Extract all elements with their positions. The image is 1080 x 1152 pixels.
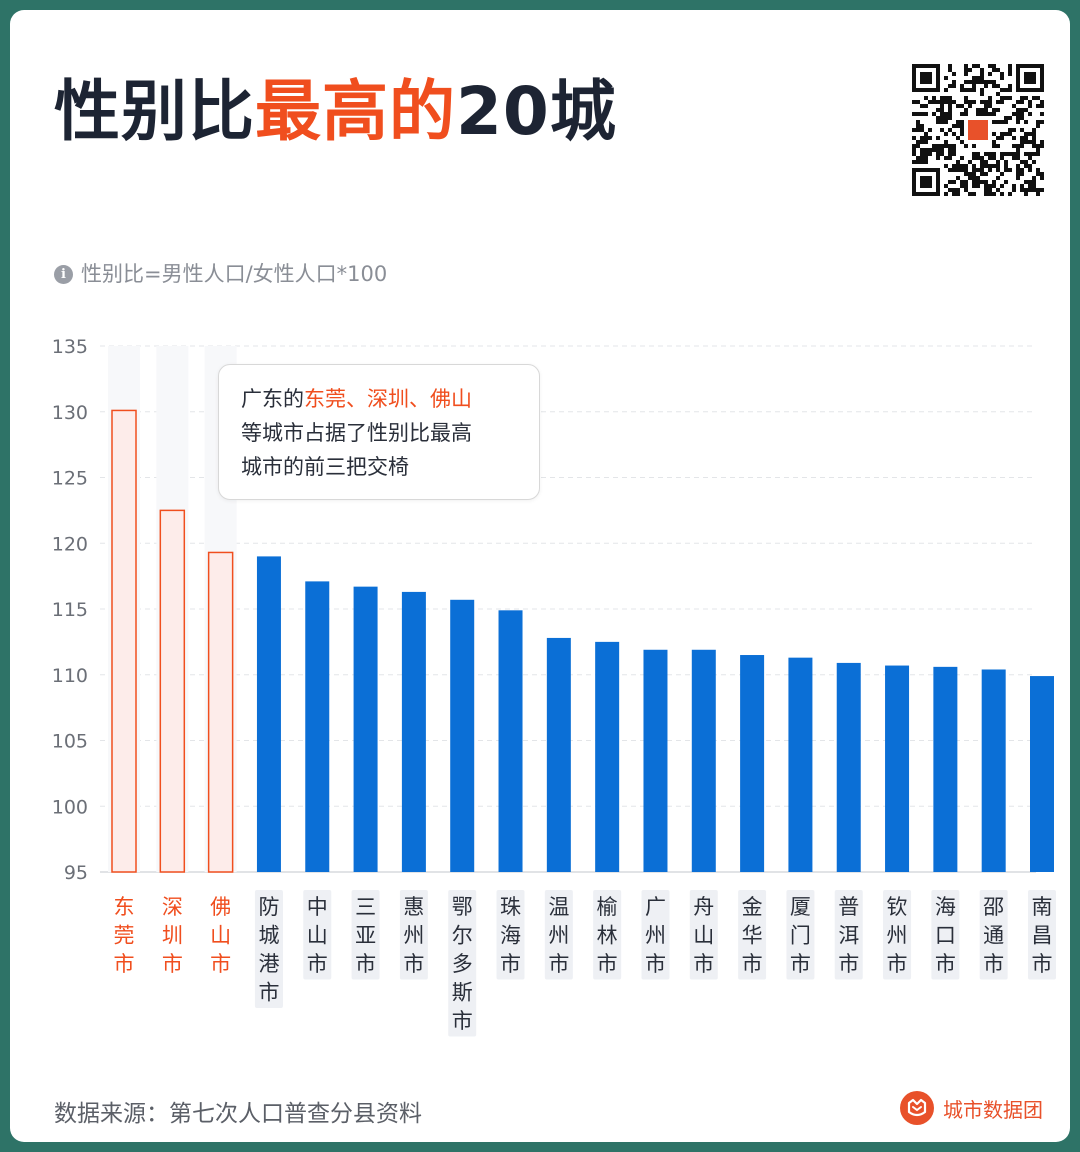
bar [305, 581, 330, 872]
y-tick-label: 105 [52, 731, 88, 753]
bar [595, 641, 620, 872]
y-tick-label: 135 [52, 336, 88, 358]
y-tick-label: 110 [52, 665, 88, 687]
bar [740, 655, 765, 872]
x-label-bg [593, 890, 622, 980]
x-label-bg [883, 890, 912, 980]
x-tick-label: 普洱市 [838, 895, 859, 976]
x-tick-label: 鄂尔多斯市 [452, 895, 473, 1033]
x-label-bg [689, 890, 718, 980]
x-tick-label: 舟山市 [693, 895, 714, 976]
definition-text: 性别比=男性人口/女性人口*100 [81, 262, 388, 286]
x-label-bg [834, 890, 863, 980]
x-tick-label: 海口市 [935, 895, 956, 976]
x-label-bg [786, 890, 815, 980]
callout-line-3: 城市的前三把交椅 [241, 455, 409, 479]
bar [450, 599, 475, 872]
page-title: 性别比最高的20城 [54, 72, 617, 152]
x-label-bg [158, 890, 187, 980]
callout-highlight: 东莞、深圳、佛山 [304, 387, 472, 411]
y-tick-label: 95 [64, 862, 88, 884]
x-tick-label: 佛山市 [210, 895, 231, 976]
bar [643, 649, 668, 872]
bar-chart: 135 130 125 120 115 110 105 100 95 东莞市 深圳市 佛山市 防城港市 中… [52, 336, 1056, 1037]
bar [353, 586, 378, 872]
brand-name: 城市数据团 [943, 1097, 1043, 1122]
x-tick-label: 金华市 [742, 895, 763, 976]
x-label-bg [931, 890, 960, 980]
bar [207, 551, 234, 873]
bar [981, 669, 1006, 872]
bar [159, 509, 186, 873]
x-tick-label: 深圳市 [162, 895, 183, 976]
annotation-callout: 广东的东莞、深圳、佛山 等城市占据了性别比最高 城市的前三把交椅 [218, 364, 540, 500]
x-tick-label: 邵通市 [983, 895, 1004, 976]
bar [111, 409, 137, 873]
bar [691, 649, 716, 872]
x-label-bg [206, 890, 235, 980]
x-tick-label: 钦州市 [887, 895, 908, 976]
bar [885, 665, 910, 872]
x-label-bg [979, 890, 1008, 980]
y-tick-label: 120 [52, 533, 88, 555]
y-tick-label: 100 [52, 796, 88, 818]
x-label-bg [544, 890, 573, 980]
definition-note: i 性别比=男性人口/女性人口*100 [54, 260, 387, 288]
y-tick-label: 130 [52, 402, 88, 424]
x-label-bg [738, 890, 767, 980]
bar [401, 591, 426, 872]
bar [788, 657, 813, 872]
x-tick-label: 温州市 [548, 895, 569, 976]
title-part2: 最高的 [255, 73, 456, 150]
x-label-bg [303, 890, 332, 980]
x-label-bg [254, 890, 283, 1008]
title-part1: 性别比 [54, 73, 255, 150]
x-tick-label: 东莞市 [114, 895, 135, 976]
title-part3: 20城 [456, 73, 617, 150]
x-label-bg [399, 890, 428, 980]
y-tick-label: 115 [52, 599, 88, 621]
bar [256, 556, 281, 872]
x-label-bg [1028, 890, 1056, 980]
x-tick-label: 厦门市 [790, 895, 811, 976]
y-tick-label: 125 [52, 468, 88, 490]
x-tick-label: 珠海市 [500, 895, 521, 976]
callout-line-2: 等城市占据了性别比最高 [241, 421, 472, 445]
x-tick-label: 惠州市 [403, 895, 424, 976]
x-tick-label: 三亚市 [355, 895, 376, 976]
x-tick-label: 中山市 [307, 895, 328, 976]
bar [1030, 676, 1054, 872]
x-label-bg [448, 890, 477, 1037]
brand-mark-icon [900, 1091, 934, 1125]
x-tick-label: 防城港市 [258, 895, 279, 1005]
bar [933, 666, 958, 872]
brand-logo: 城市数据团 [900, 1090, 1043, 1126]
callout-prefix: 广东的 [241, 387, 304, 411]
data-source: 数据来源：第七次人口普查分县资料 [54, 1101, 422, 1127]
chart-card: 性别比最高的20城 i 性别比=男性人口/女性人口*100 135 130 125 1… [10, 10, 1070, 1142]
x-label-bg [496, 890, 525, 980]
x-tick-label: 榆林市 [597, 895, 618, 976]
bar [546, 637, 571, 872]
x-tick-label: 南昌市 [1032, 895, 1053, 976]
x-label-bg [351, 890, 380, 980]
callout-line-1: 广东的东莞、深圳、佛山 [241, 382, 539, 416]
x-label-bg [110, 890, 138, 980]
bar [836, 662, 861, 872]
qr-code-icon [912, 64, 1044, 196]
x-label-bg [641, 890, 670, 980]
bar [498, 610, 523, 872]
x-tick-label: 广州市 [645, 895, 666, 976]
info-icon: i [54, 264, 73, 284]
